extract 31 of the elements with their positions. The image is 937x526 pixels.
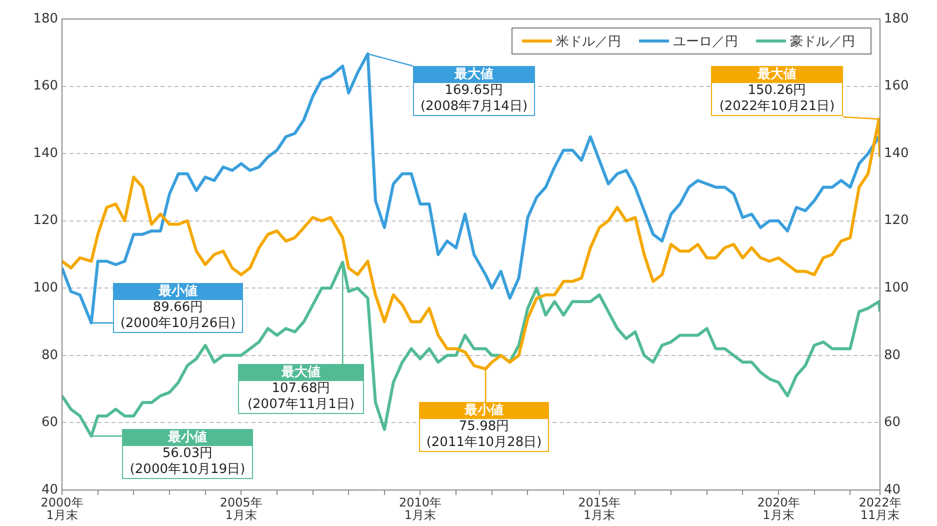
- y-tick-label: 40: [41, 482, 58, 498]
- x-tick-label: 2022年 11月末: [858, 495, 902, 522]
- x-tick-label: 2005年 1月末: [220, 495, 262, 522]
- y2-tick-label: 60: [884, 415, 901, 430]
- x-tick-label: 2010年 1月末: [398, 495, 442, 522]
- y-tick-label: 100: [33, 280, 58, 296]
- callout-box: 最大値 150.26円 (2022年10月21日): [711, 66, 843, 116]
- y2-tick-label: 80: [884, 348, 901, 363]
- callout-box: 最大値 169.65円 (2008年7月14日): [413, 66, 535, 116]
- y2-tick-label: 160: [884, 78, 909, 94]
- callout-box: 最小値 56.03円 (2000年10月19日): [122, 429, 253, 479]
- legend-label: ユーロ／円: [673, 34, 738, 50]
- y-tick-label: 180: [33, 11, 58, 26]
- y-tick-label: 160: [33, 78, 58, 94]
- legend-label: 豪ドル／円: [790, 34, 855, 50]
- y2-tick-label: 180: [884, 11, 909, 26]
- y-tick-label: 140: [33, 146, 58, 161]
- x-tick-label: 2000年 1月末: [40, 495, 84, 522]
- y-tick-label: 60: [41, 415, 58, 430]
- y-tick-label: 80: [41, 348, 58, 363]
- x-tick-label: 2020年 1月末: [757, 495, 800, 522]
- y2-tick-label: 100: [884, 280, 909, 296]
- y-tick-label: 120: [33, 213, 58, 228]
- legend-label: 米ドル／円: [556, 34, 621, 50]
- x-tick-label: 2015年 1月末: [578, 495, 621, 522]
- callout-box: 最小値 75.98円 (2011年10月28日): [419, 402, 549, 452]
- callout-box: 最小値 89.66円 (2000年10月26日): [113, 283, 243, 333]
- y2-tick-label: 120: [884, 213, 909, 228]
- y2-tick-label: 140: [884, 146, 909, 161]
- y2-tick-label: 40: [884, 482, 901, 498]
- callout-box: 最大値 107.68円 (2007年11月1日): [238, 364, 364, 414]
